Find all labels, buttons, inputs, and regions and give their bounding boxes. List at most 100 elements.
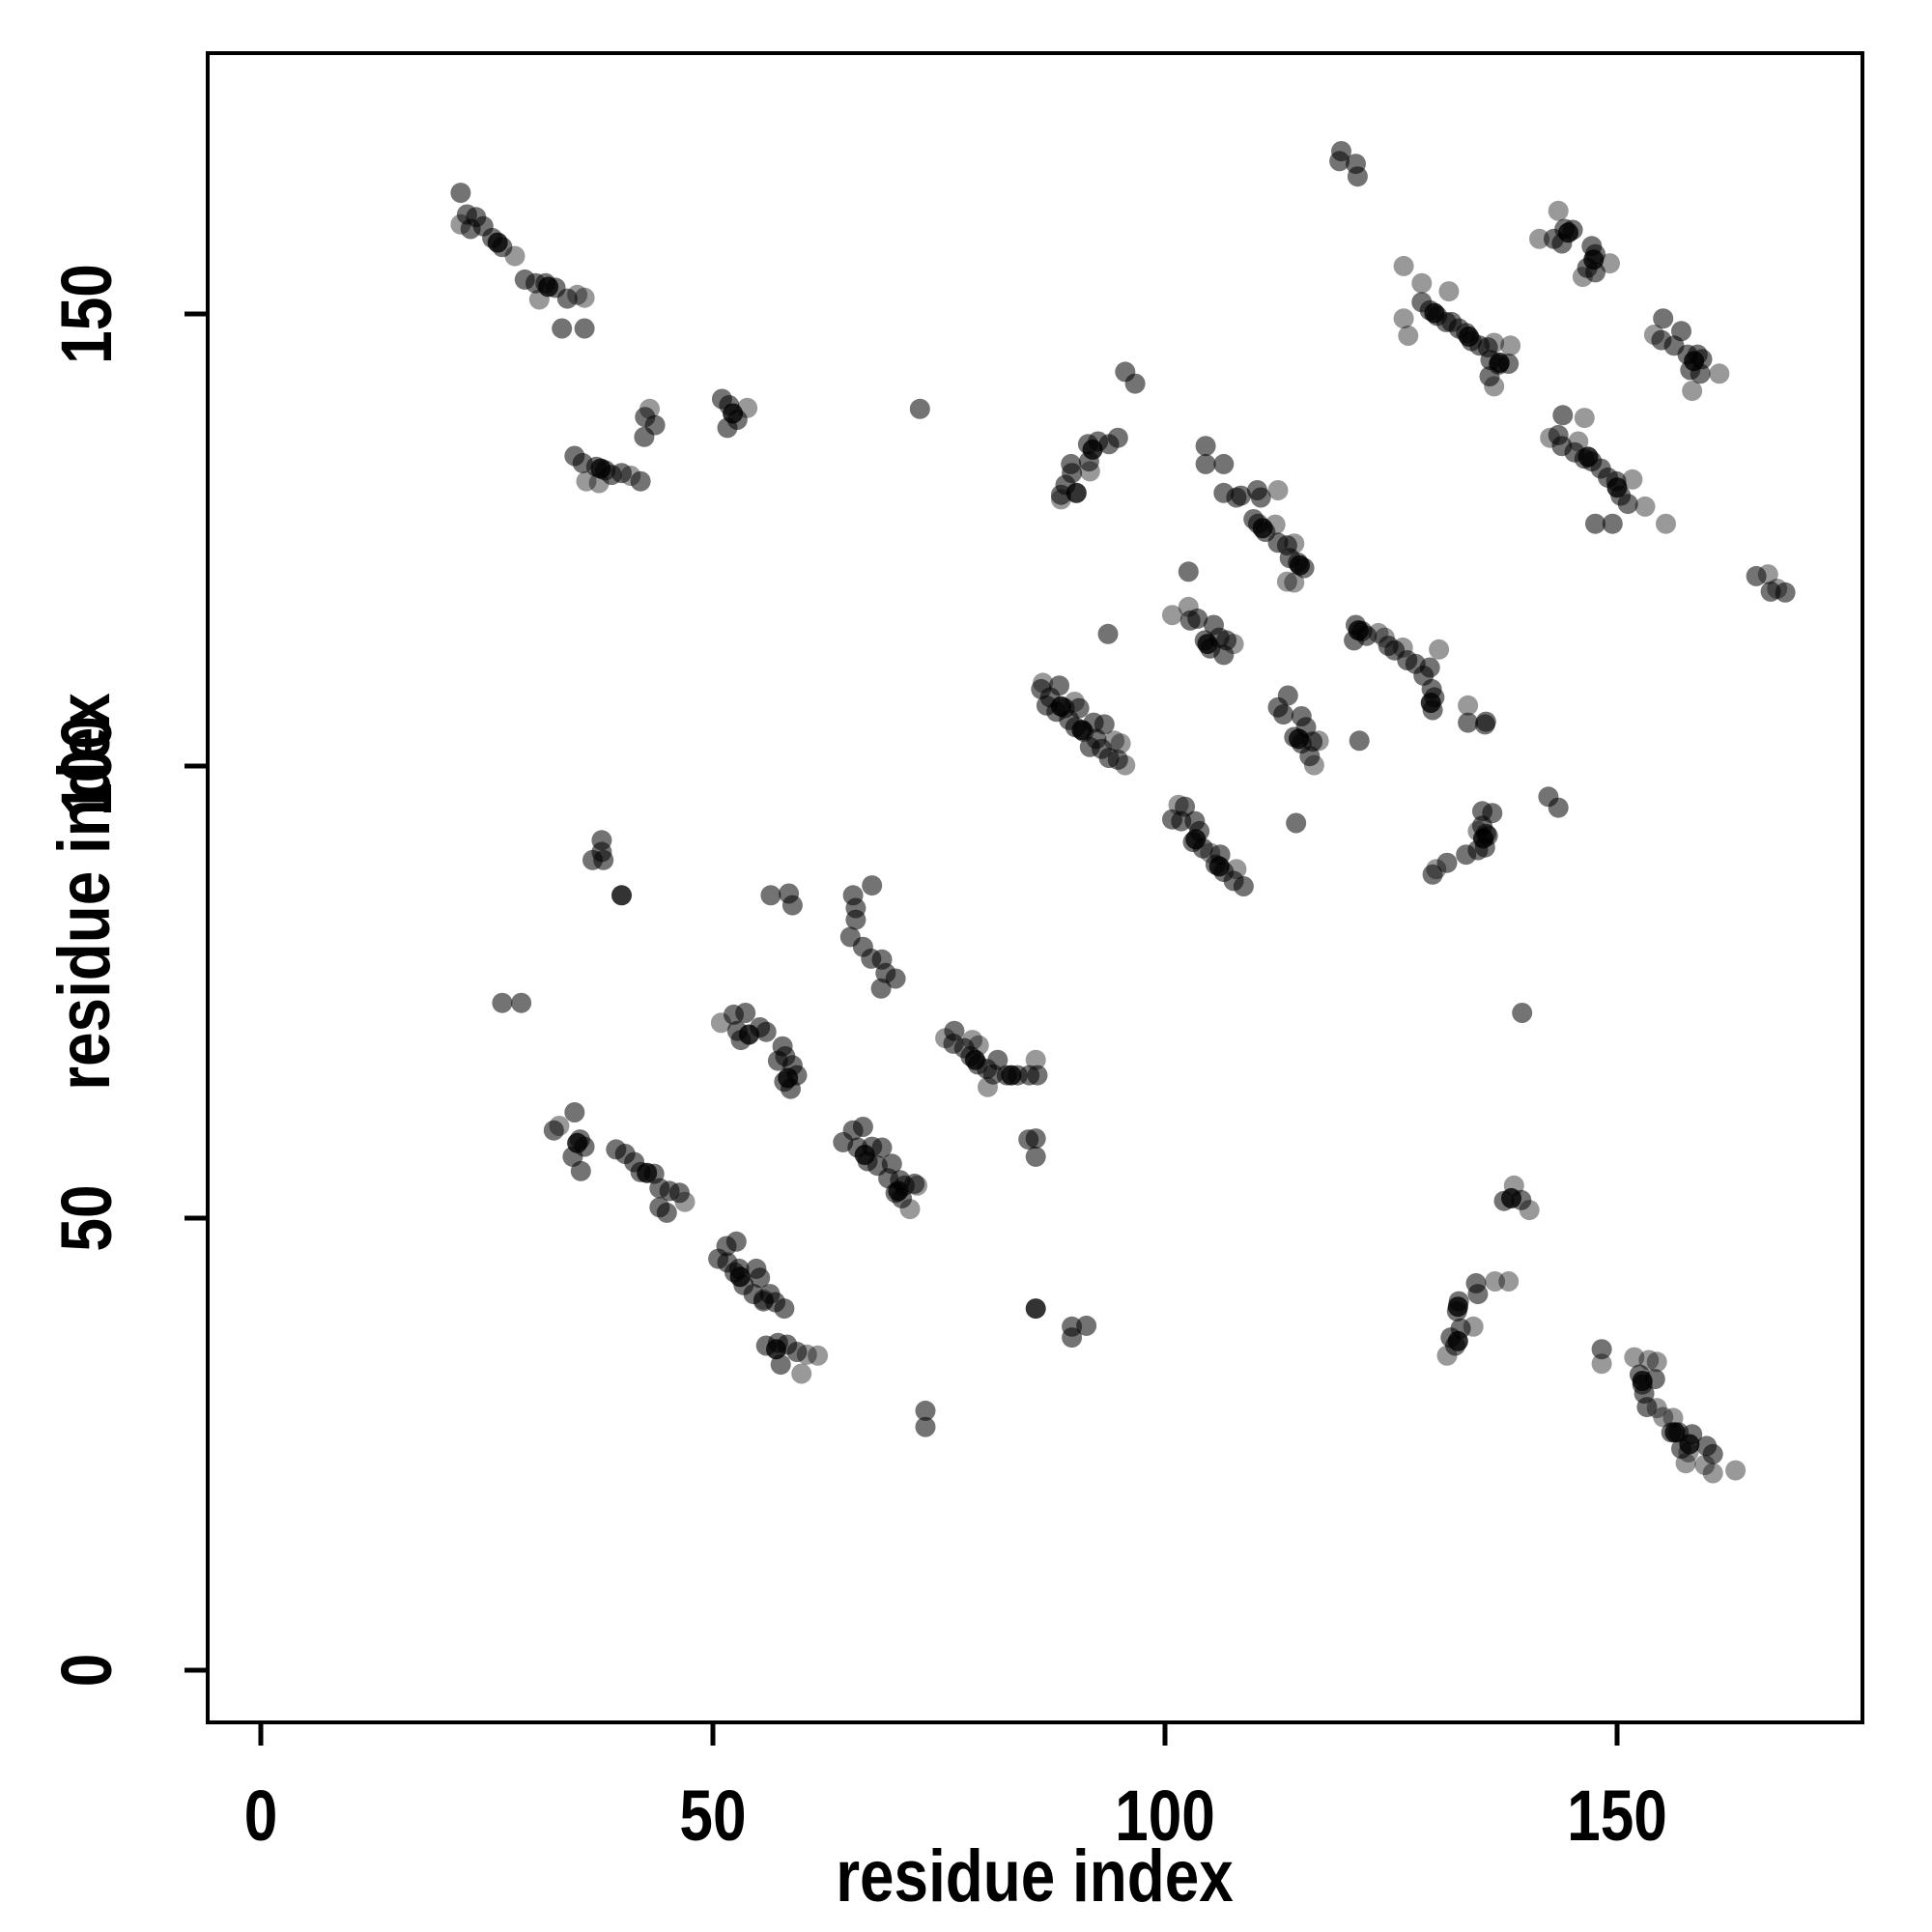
x-axis-title: residue index — [836, 1835, 1234, 1918]
data-point — [1458, 712, 1479, 733]
data-point — [1644, 1369, 1665, 1390]
data-point — [460, 218, 481, 240]
data-point — [1025, 1128, 1046, 1150]
data-point — [574, 287, 595, 308]
data-point — [1646, 1398, 1667, 1419]
data-point — [1572, 267, 1593, 288]
data-point — [492, 992, 513, 1013]
data-point — [1104, 730, 1125, 752]
data-point — [549, 1116, 570, 1136]
data-point — [1634, 496, 1656, 517]
data-point — [1436, 852, 1458, 873]
data-point — [1467, 1284, 1489, 1305]
data-point — [1293, 557, 1315, 579]
data-point — [1347, 166, 1368, 187]
data-point — [1124, 373, 1146, 394]
data-point — [1702, 1443, 1723, 1464]
data-point — [674, 1191, 696, 1212]
data-point — [1079, 461, 1100, 482]
data-point — [1187, 608, 1208, 629]
data-point — [1276, 571, 1297, 592]
data-point — [1585, 513, 1605, 534]
data-point — [656, 1202, 677, 1223]
data-point — [1356, 625, 1378, 646]
data-point — [915, 1400, 936, 1421]
data-point — [1479, 366, 1500, 387]
y-tick-label: 150 — [47, 264, 127, 364]
data-point — [1500, 335, 1521, 356]
x-tick-label: 0 — [244, 1776, 278, 1856]
data-point — [1548, 200, 1569, 221]
data-point — [781, 1078, 801, 1099]
data-point — [1273, 704, 1294, 725]
data-point — [556, 288, 578, 309]
data-point — [1474, 837, 1495, 858]
data-point — [1456, 844, 1477, 866]
data-point — [870, 978, 892, 999]
data-point — [862, 875, 883, 896]
data-point — [528, 289, 550, 310]
data-point — [611, 463, 632, 484]
data-point — [1746, 565, 1767, 586]
data-point — [1107, 427, 1128, 448]
data-point — [1097, 623, 1119, 644]
data-point — [1675, 1453, 1696, 1474]
data-point — [750, 1267, 771, 1289]
data-point — [1585, 262, 1605, 283]
data-point — [1624, 1347, 1645, 1368]
data-point — [1474, 714, 1495, 735]
data-point — [892, 1187, 913, 1208]
data-point — [1436, 1345, 1458, 1366]
data-point — [1422, 699, 1443, 721]
data-point — [1025, 1049, 1046, 1070]
data-point — [1411, 272, 1433, 294]
data-point — [492, 237, 513, 258]
data-point — [1250, 487, 1271, 508]
y-tick-label: 50 — [47, 1184, 127, 1251]
data-point — [511, 992, 532, 1013]
data-point — [1574, 408, 1595, 429]
data-point — [1264, 514, 1286, 535]
data-point — [1446, 1300, 1467, 1321]
data-point — [1065, 482, 1087, 503]
data-point — [1195, 436, 1216, 457]
data-point — [1286, 812, 1307, 834]
data-point — [1529, 228, 1549, 249]
data-point — [588, 472, 610, 494]
data-point — [1679, 1434, 1700, 1455]
x-tick-label: 100 — [1115, 1776, 1215, 1856]
data-point — [770, 1354, 791, 1376]
data-point — [504, 245, 526, 267]
data-point — [1656, 513, 1676, 534]
data-point — [1512, 1003, 1533, 1023]
data-point — [1498, 354, 1520, 374]
data-point — [871, 1137, 893, 1158]
data-point — [1267, 480, 1289, 500]
data-point — [1284, 572, 1305, 593]
data-point — [1638, 1350, 1660, 1371]
data-point — [450, 183, 471, 204]
data-point — [668, 1182, 690, 1204]
data-point — [1025, 1146, 1046, 1167]
data-point — [1511, 1189, 1532, 1210]
data-point — [1653, 308, 1674, 329]
data-point — [1725, 1460, 1747, 1481]
data-point — [567, 284, 588, 305]
data-point — [1398, 326, 1419, 346]
data-point — [899, 1199, 921, 1220]
data-point — [885, 968, 906, 989]
data-point — [774, 1298, 795, 1320]
data-point — [1622, 469, 1643, 490]
data-point — [907, 1175, 927, 1196]
data-point — [1025, 1298, 1046, 1320]
data-point — [1485, 1271, 1506, 1292]
data-point — [570, 1160, 591, 1181]
data-point — [904, 1173, 925, 1194]
data-point — [1329, 151, 1350, 172]
data-point — [1600, 253, 1620, 274]
data-point — [1422, 864, 1443, 885]
data-point — [552, 318, 573, 339]
data-point — [735, 1003, 756, 1023]
data-point — [978, 1076, 998, 1097]
data-point — [1602, 513, 1623, 534]
